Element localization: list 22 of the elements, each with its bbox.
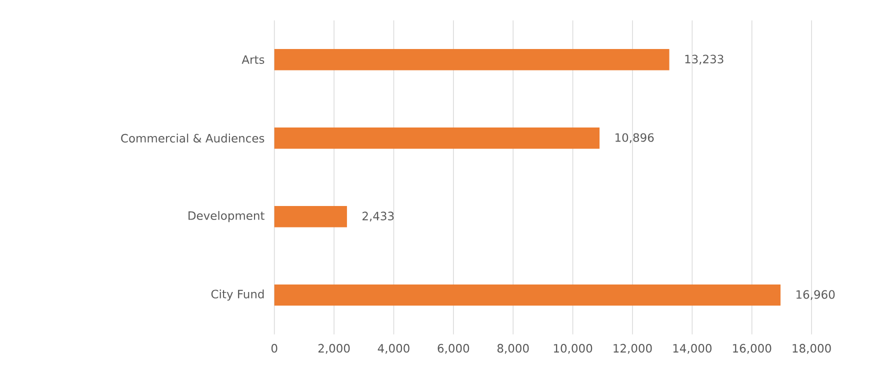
data-label: 2,433: [362, 212, 394, 222]
x-tick-label: 16,000: [733, 344, 772, 354]
bar: [274, 284, 781, 306]
y-tick-label: Arts: [242, 56, 264, 64]
x-tick-label: 6,000: [438, 344, 470, 354]
x-tick-label: 2,000: [318, 344, 350, 354]
data-label: 13,233: [685, 54, 724, 65]
x-tick-label: 14,000: [673, 344, 712, 354]
x-tick-label: 8,000: [497, 344, 529, 354]
bar: [274, 206, 347, 228]
data-label: 16,960: [796, 290, 835, 300]
x-tick-label: 12,000: [614, 344, 652, 354]
data-label: 10,896: [616, 133, 654, 144]
x-tick-label: 0: [271, 344, 278, 353]
y-tick-label: Development: [188, 211, 264, 222]
bar: [274, 49, 670, 70]
y-tick-label: Commercial & Audiences: [121, 134, 264, 143]
y-tick-label: City Fund: [211, 290, 264, 301]
x-tick-label: 4,000: [378, 344, 410, 354]
x-tick-label: 18,000: [792, 344, 831, 354]
bar: [274, 128, 600, 149]
x-tick-label: 10,000: [554, 344, 592, 354]
